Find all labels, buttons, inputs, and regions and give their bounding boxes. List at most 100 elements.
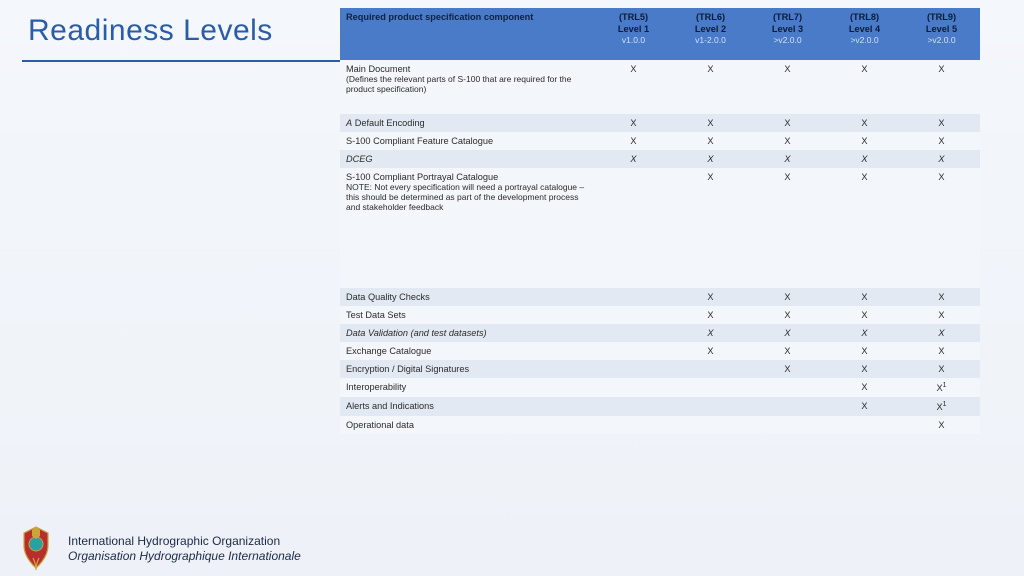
table-row: Alerts and Indications XX1: [340, 397, 980, 416]
cell: X: [672, 114, 749, 132]
cell: X: [826, 324, 903, 342]
table-row: Main Document(Defines the relevant parts…: [340, 60, 980, 114]
cell: X: [672, 132, 749, 150]
cell: [672, 360, 749, 378]
cell: [826, 416, 903, 434]
cell: X: [749, 288, 826, 306]
col-header-level-1: (TRL5)Level 1v1.0.0: [595, 8, 672, 60]
cell: X: [903, 150, 980, 168]
cell: X: [672, 288, 749, 306]
table-row: InteroperabilityXX1: [340, 378, 980, 397]
cell: X: [672, 168, 749, 246]
cell: [672, 416, 749, 434]
cell: X1: [903, 378, 980, 397]
cell: [749, 397, 826, 416]
table-row: S-100 Compliant Portrayal CatalogueNOTE:…: [340, 168, 980, 246]
cell: X: [749, 114, 826, 132]
row-label: Interoperability: [340, 378, 595, 397]
org-name-fr: Organisation Hydrographique Internationa…: [68, 549, 301, 564]
row-label: Main Document(Defines the relevant parts…: [340, 60, 595, 114]
cell: X: [672, 342, 749, 360]
cell: [595, 342, 672, 360]
col-header-desc: Required product specification component: [340, 8, 595, 60]
table-row: A Default EncodingXXXXX: [340, 114, 980, 132]
cell: X: [903, 132, 980, 150]
table-row: Encryption / Digital SignaturesXXX: [340, 360, 980, 378]
col-header-level-5: (TRL9)Level 5>v2.0.0: [903, 8, 980, 60]
table-row: DCEGXXXXX: [340, 150, 980, 168]
row-label: Test Data Sets: [340, 306, 595, 324]
table-row: Data Validation (and test datasets)XXXX: [340, 324, 980, 342]
cell: [672, 397, 749, 416]
col-header-level-2: (TRL6)Level 2v1-2.0.0: [672, 8, 749, 60]
cell: [595, 324, 672, 342]
cell: [595, 168, 672, 246]
cell: X: [903, 306, 980, 324]
row-label: S-100 Compliant Portrayal CatalogueNOTE:…: [340, 168, 595, 246]
row-label: A Default Encoding: [340, 114, 595, 132]
cell: X1: [903, 397, 980, 416]
cell: X: [826, 397, 903, 416]
cell: X: [826, 168, 903, 246]
cell: X: [826, 342, 903, 360]
cell: X: [826, 132, 903, 150]
cell: X: [826, 60, 903, 114]
cell: X: [903, 342, 980, 360]
cell: X: [749, 132, 826, 150]
readiness-table-wrap: Required product specification component…: [340, 8, 980, 434]
cell: X: [903, 114, 980, 132]
row-label: Data Validation (and test datasets): [340, 324, 595, 342]
cell: [749, 416, 826, 434]
spacer-cell: [340, 246, 980, 288]
cell: X: [826, 306, 903, 324]
cell: X: [826, 150, 903, 168]
cell: X: [903, 60, 980, 114]
cell: X: [826, 288, 903, 306]
table-row: Exchange CatalogueXXXX: [340, 342, 980, 360]
cell: X: [749, 360, 826, 378]
cell: X: [903, 416, 980, 434]
cell: X: [903, 324, 980, 342]
table-row: [340, 246, 980, 288]
row-label: Operational data: [340, 416, 595, 434]
cell: X: [672, 324, 749, 342]
cell: [595, 397, 672, 416]
table-row: Data Quality ChecksXXXX: [340, 288, 980, 306]
table-row: Test Data SetsXXXX: [340, 306, 980, 324]
cell: X: [672, 306, 749, 324]
iho-logo-icon: [18, 526, 54, 572]
col-header-level-4: (TRL8)Level 4>v2.0.0: [826, 8, 903, 60]
row-label: DCEG: [340, 150, 595, 168]
table-header-row: Required product specification component…: [340, 8, 980, 60]
row-label: Alerts and Indications: [340, 397, 595, 416]
cell: X: [672, 60, 749, 114]
cell: X: [749, 324, 826, 342]
cell: [595, 288, 672, 306]
row-label: S-100 Compliant Feature Catalogue: [340, 132, 595, 150]
cell: X: [749, 306, 826, 324]
cell: X: [595, 132, 672, 150]
table-body: Main Document(Defines the relevant parts…: [340, 60, 980, 434]
cell: X: [749, 60, 826, 114]
cell: X: [903, 288, 980, 306]
col-header-level-3: (TRL7)Level 3>v2.0.0: [749, 8, 826, 60]
org-name-en: International Hydrographic Organization: [68, 534, 301, 549]
cell: X: [595, 150, 672, 168]
footer: International Hydrographic Organization …: [0, 522, 1024, 576]
table-row: S-100 Compliant Feature CatalogueXXXXX: [340, 132, 980, 150]
cell: X: [903, 360, 980, 378]
cell: [749, 378, 826, 397]
cell: X: [672, 150, 749, 168]
cell: X: [903, 168, 980, 246]
cell: [595, 306, 672, 324]
row-label: Exchange Catalogue: [340, 342, 595, 360]
readiness-table: Required product specification component…: [340, 8, 980, 434]
row-label: Data Quality Checks: [340, 288, 595, 306]
cell: X: [749, 168, 826, 246]
cell: [595, 360, 672, 378]
cell: X: [749, 150, 826, 168]
cell: [595, 416, 672, 434]
cell: [672, 378, 749, 397]
cell: X: [826, 114, 903, 132]
page-title: Readiness Levels: [28, 14, 273, 48]
